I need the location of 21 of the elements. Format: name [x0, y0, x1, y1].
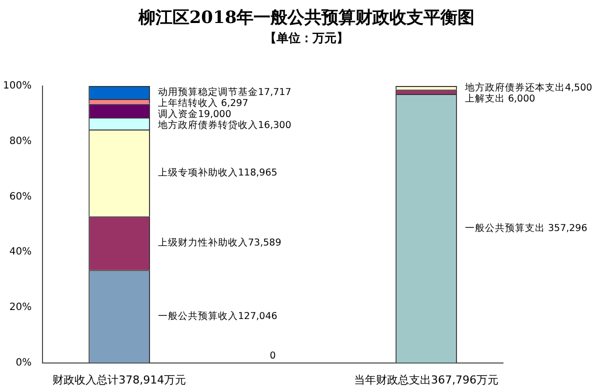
y-tick-label: 100%: [2, 80, 32, 92]
y-tick-label: 20%: [9, 302, 32, 314]
series-label: 上级财力性补助收入73,589: [158, 236, 282, 249]
chart-title: 柳江区2018年一般公共预算财政收支平衡图: [137, 7, 476, 29]
series-label: 一般公共预算支出 357,296: [464, 222, 588, 234]
series-label: 上级专项补助收入118,965: [158, 166, 278, 178]
series-label: 调入资金19,000: [158, 108, 232, 120]
chart-subtitle: 【单位：万元】: [264, 30, 350, 47]
y-tick-label: 0%: [16, 357, 32, 368]
x-tick-label: 当年财政总支出367,796万元: [354, 373, 499, 386]
series-label: 上解支出 6,000: [464, 92, 536, 104]
series-label: 地方政府债券转贷收入16,300: [157, 118, 292, 131]
y-tick-label: 60%: [9, 191, 32, 202]
annotation: 0: [270, 350, 276, 362]
y-tick-label: 80%: [9, 136, 32, 147]
series-label: 地方政府债券还本支出4,500: [464, 81, 592, 94]
x-tick-label: 财政收入总计378,914万元: [52, 373, 186, 386]
series-label: 上年结转收入 6,297: [158, 96, 248, 109]
series-label: 动用预算稳定调节基金17,717: [158, 86, 292, 98]
y-tick-label: 40%: [9, 246, 32, 258]
series-label: 一般公共预算收入127,046: [158, 310, 278, 322]
